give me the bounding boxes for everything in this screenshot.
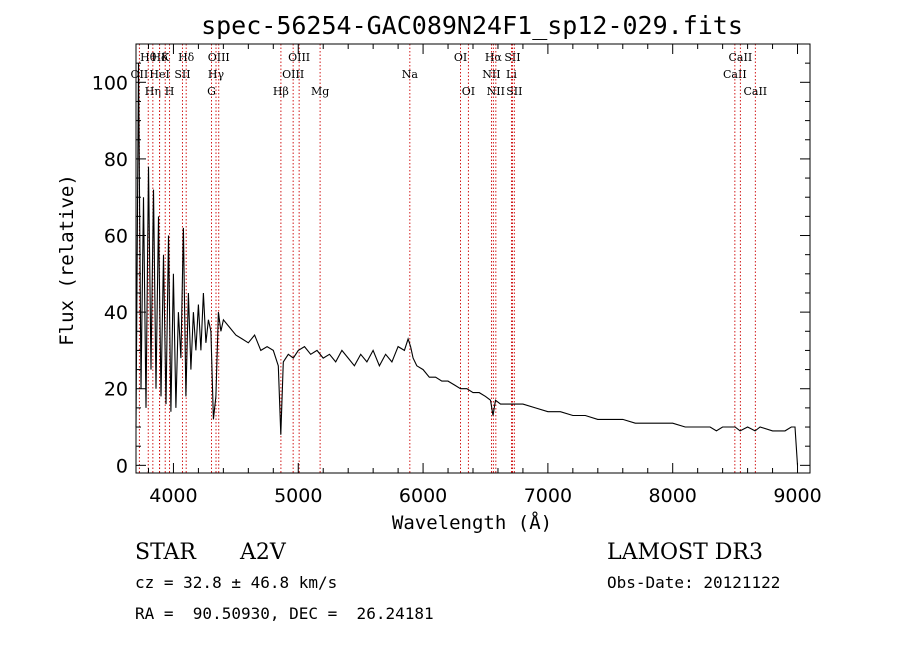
line-marker-label: OIII bbox=[288, 51, 310, 64]
chart-title: spec-56254-GAC089N24F1_sp12-029.fits bbox=[201, 11, 743, 40]
line-marker-label: Hδ bbox=[151, 51, 168, 64]
spectrum-line bbox=[135, 63, 799, 466]
line-marker-label: K bbox=[161, 51, 170, 64]
x-tick-label: 4000 bbox=[149, 485, 197, 507]
line-marker-label: Mg bbox=[311, 85, 329, 98]
line-marker-label: CaII bbox=[729, 51, 753, 64]
line-marker-label: CaII bbox=[743, 85, 767, 98]
line-marker-label: SII bbox=[504, 51, 520, 64]
x-tick-label: 5000 bbox=[274, 485, 322, 507]
y-tick-label: 0 bbox=[116, 455, 128, 477]
line-marker-label: CaII bbox=[723, 68, 747, 81]
line-marker-label: SII bbox=[506, 85, 522, 98]
line-marker-label: H bbox=[165, 85, 175, 98]
line-marker-label: OIII bbox=[282, 68, 304, 81]
object-type: STAR bbox=[135, 540, 196, 565]
y-axis-label: Flux (relative) bbox=[56, 174, 78, 346]
line-marker-label: Hβ bbox=[273, 85, 289, 98]
line-marker-label: Hθ bbox=[140, 51, 157, 64]
line-marker-label: Hδ bbox=[178, 51, 195, 64]
line-marker-label: Na bbox=[402, 68, 419, 81]
spectrum-chart: spec-56254-GAC089N24F1_sp12-029.fits OII… bbox=[56, 11, 822, 534]
line-marker-label: HeI bbox=[149, 68, 169, 81]
x-tick-label: 9000 bbox=[773, 485, 821, 507]
line-marker-label: G bbox=[207, 85, 216, 98]
line-marker-label: SII bbox=[174, 68, 190, 81]
sky-coordinates: RA = 90.50930, DEC = 26.24181 bbox=[135, 604, 434, 623]
line-marker-label: Hα bbox=[485, 51, 503, 64]
x-tick-label: 6000 bbox=[399, 485, 447, 507]
y-tick-label: 100 bbox=[92, 72, 128, 94]
line-marker-label: OI bbox=[462, 85, 475, 98]
x-tick-label: 7000 bbox=[524, 485, 572, 507]
line-marker-label: Hη bbox=[145, 85, 161, 98]
line-marker-label: NII bbox=[482, 68, 500, 81]
axes: 4000 5000 6000 7000 8000 9000 0 20 40 60 80 100 bbox=[92, 44, 822, 507]
y-tick-label: 80 bbox=[104, 149, 128, 171]
line-marker-label: OIII bbox=[208, 51, 230, 64]
survey-name: LAMOST DR3 bbox=[607, 540, 763, 565]
x-tick-label: 8000 bbox=[649, 485, 697, 507]
plot-frame bbox=[135, 43, 811, 474]
line-marker-label: NII bbox=[487, 85, 505, 98]
spectrum-trace bbox=[135, 63, 799, 466]
y-tick-label: 40 bbox=[104, 302, 128, 324]
y-tick-label: 20 bbox=[104, 379, 128, 401]
x-axis-label: Wavelength (Å) bbox=[392, 511, 552, 534]
line-markers: OII Hθ Hη Hδ HeI K H SII Hδ G Hγ OIII Hβ OIII OIII Mg Na… bbox=[131, 44, 767, 473]
line-marker-label: Li bbox=[506, 68, 517, 81]
line-marker-label: Hγ bbox=[208, 68, 225, 81]
line-marker-label: OII bbox=[131, 68, 149, 81]
y-tick-label: 60 bbox=[104, 226, 128, 248]
observation-date: Obs-Date: 20121122 bbox=[607, 573, 781, 592]
redshift-velocity: cz = 32.8 ± 46.8 km/s bbox=[135, 573, 338, 592]
line-marker-label: OI bbox=[454, 51, 467, 64]
spectral-class: A2V bbox=[240, 540, 286, 565]
